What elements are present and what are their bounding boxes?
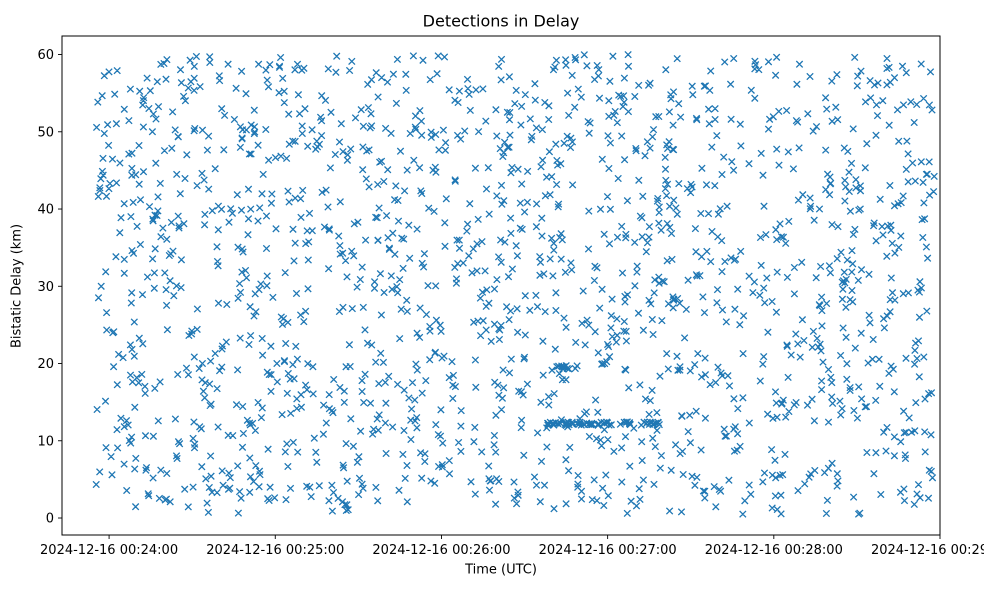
x-tick-label: 2024-12-16 00:27:00 [539, 543, 677, 558]
x-tick-label: 2024-12-16 00:25:00 [206, 543, 344, 558]
x-tick-label: 2024-12-16 00:26:00 [372, 543, 510, 558]
y-tick-label: 50 [37, 125, 54, 140]
y-tick-label: 20 [37, 357, 54, 372]
chart-title: Detections in Delay [422, 11, 580, 31]
y-tick-label: 10 [37, 434, 54, 449]
x-tick-label: 2024-12-16 00:29:00 [871, 543, 984, 558]
y-axis-label: Bistatic Delay (km) [9, 223, 25, 349]
y-tick-label: 40 [37, 203, 54, 218]
y-tick-label: 30 [37, 280, 54, 295]
scatter-points [92, 50, 938, 518]
axes-box [61, 35, 941, 536]
y-tick-label: 60 [37, 48, 54, 63]
x-tick-label: 2024-12-16 00:24:00 [40, 543, 178, 558]
x-axis-label: Time (UTC) [465, 562, 537, 578]
x-tick-label: 2024-12-16 00:28:00 [705, 543, 843, 558]
y-tick-label: 0 [46, 512, 54, 527]
